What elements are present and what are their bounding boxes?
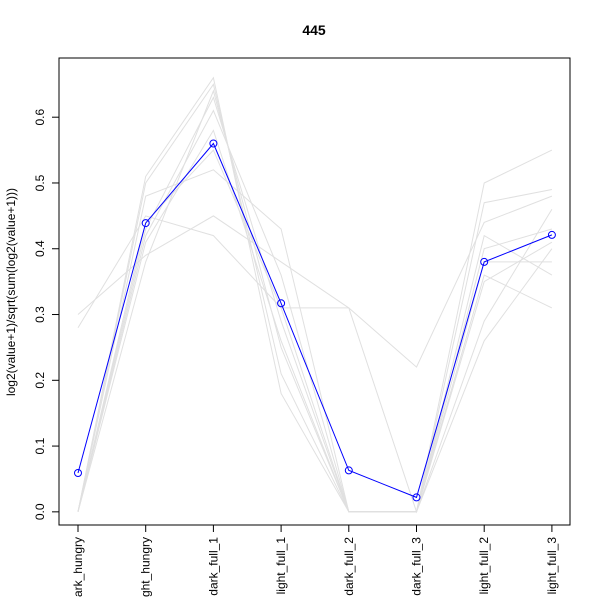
y-axis: 0.0 0.1 0.2 0.3 0.4 0.5 0.6 xyxy=(33,109,59,520)
background-series-line-1 xyxy=(77,76,552,513)
y-tick-label: 0.6 xyxy=(33,109,47,126)
y-tick-label: 0.3 xyxy=(33,306,47,323)
y-tick-label: 0.1 xyxy=(33,437,47,454)
highlight-point-light_full_2 xyxy=(480,257,489,266)
plot-frame xyxy=(58,57,571,526)
x-tick-label-dark_full_1: dark_full_1 xyxy=(206,537,220,596)
highlight-point-light_full_3 xyxy=(547,230,556,239)
x-tick-label-dark_full_3: dark_full_3 xyxy=(410,537,424,596)
y-tick-label: 0.2 xyxy=(33,372,47,389)
background-series-line-9 xyxy=(77,109,553,513)
x-tick-label-light_full_2: light_full_2 xyxy=(477,537,491,595)
background-series-line-3 xyxy=(77,96,552,513)
y-tick-label: 0.4 xyxy=(33,240,47,257)
y-tick-label: 0.0 xyxy=(33,503,47,520)
chart-title: 445 xyxy=(302,22,326,38)
x-tick-label-light_full_1: light_full_1 xyxy=(274,537,288,595)
y-tick-label: 0.5 xyxy=(33,174,47,191)
x-axis: ark_hungry ght_hungry dark_full_1 light_ful… xyxy=(71,525,559,597)
highlight-point-dark_full_3 xyxy=(412,493,421,502)
highlight-series-group xyxy=(74,139,556,502)
highlight-point-dark_full_2 xyxy=(344,466,353,475)
x-tick-label-dark_hungry: ark_hungry xyxy=(71,537,85,597)
x-tick-label-dark_full_2: dark_full_2 xyxy=(342,537,356,596)
y-axis-label: log2(value+1)/sqrt(sum(log2(value+1))) xyxy=(4,188,18,396)
background-series-line-10 xyxy=(77,129,553,513)
background-series-line-4 xyxy=(77,215,553,514)
x-tick-label-light_full_3: light_full_3 xyxy=(545,537,559,595)
background-series-line-2 xyxy=(77,195,553,368)
background-series-line-5 xyxy=(77,149,553,513)
x-tick-label-light_hungry: ght_hungry xyxy=(139,537,153,597)
highlight-point-light_hungry xyxy=(141,219,150,228)
background-series-line-7 xyxy=(77,83,553,513)
background-series-line-8 xyxy=(77,89,553,513)
highlight-point-light_full_1 xyxy=(277,299,286,308)
highlight-series-line xyxy=(77,142,553,499)
highlight-point-dark_hungry xyxy=(74,469,82,477)
highlight-point-dark_full_1 xyxy=(209,139,218,148)
